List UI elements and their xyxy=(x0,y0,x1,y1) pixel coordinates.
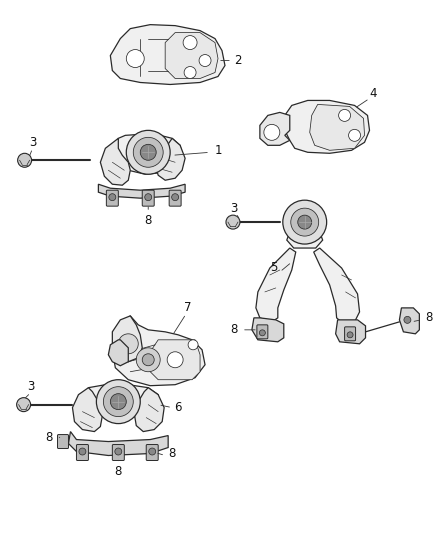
FancyBboxPatch shape xyxy=(106,190,118,206)
Circle shape xyxy=(96,379,140,424)
Polygon shape xyxy=(252,318,284,342)
Circle shape xyxy=(103,386,133,417)
Circle shape xyxy=(133,138,163,167)
Polygon shape xyxy=(285,100,370,154)
Text: 8: 8 xyxy=(145,214,152,227)
Polygon shape xyxy=(155,139,185,180)
FancyBboxPatch shape xyxy=(169,190,181,206)
Circle shape xyxy=(226,215,240,229)
Circle shape xyxy=(172,193,179,200)
FancyBboxPatch shape xyxy=(77,445,88,461)
Polygon shape xyxy=(100,139,130,185)
Circle shape xyxy=(136,348,160,372)
Text: 7: 7 xyxy=(184,301,192,314)
Circle shape xyxy=(199,54,211,67)
Circle shape xyxy=(184,67,196,78)
Polygon shape xyxy=(134,387,164,432)
Circle shape xyxy=(109,193,116,200)
Circle shape xyxy=(167,352,183,368)
Circle shape xyxy=(115,448,122,455)
Polygon shape xyxy=(287,228,323,248)
FancyBboxPatch shape xyxy=(112,445,124,461)
Text: 8: 8 xyxy=(115,465,122,478)
Polygon shape xyxy=(108,340,128,366)
Polygon shape xyxy=(115,134,182,174)
Circle shape xyxy=(347,332,353,338)
Text: 3: 3 xyxy=(27,380,34,393)
Text: 1: 1 xyxy=(214,144,222,157)
Text: 8: 8 xyxy=(230,324,238,336)
Circle shape xyxy=(298,215,312,229)
Text: 8: 8 xyxy=(426,311,433,325)
Circle shape xyxy=(126,131,170,174)
Polygon shape xyxy=(399,308,419,334)
Text: 6: 6 xyxy=(174,401,182,414)
Circle shape xyxy=(291,208,319,236)
Polygon shape xyxy=(165,33,218,78)
Circle shape xyxy=(140,144,156,160)
Text: 3: 3 xyxy=(29,136,36,149)
Polygon shape xyxy=(112,316,142,362)
Circle shape xyxy=(145,193,152,200)
FancyBboxPatch shape xyxy=(142,190,154,206)
FancyBboxPatch shape xyxy=(57,434,68,449)
Circle shape xyxy=(283,200,327,244)
Polygon shape xyxy=(150,340,200,379)
Circle shape xyxy=(118,334,138,354)
Circle shape xyxy=(149,448,155,455)
Text: 2: 2 xyxy=(234,54,242,67)
Circle shape xyxy=(126,50,144,68)
Circle shape xyxy=(339,109,350,122)
Circle shape xyxy=(142,354,154,366)
Polygon shape xyxy=(72,387,102,432)
FancyBboxPatch shape xyxy=(146,445,158,461)
FancyBboxPatch shape xyxy=(257,325,268,339)
Polygon shape xyxy=(314,248,360,324)
Polygon shape xyxy=(110,25,225,84)
Circle shape xyxy=(18,154,32,167)
Circle shape xyxy=(188,340,198,350)
Text: 8: 8 xyxy=(169,447,176,460)
Polygon shape xyxy=(112,316,205,386)
Polygon shape xyxy=(256,248,296,322)
Circle shape xyxy=(264,124,280,140)
Text: 3: 3 xyxy=(230,201,238,215)
FancyBboxPatch shape xyxy=(345,327,356,341)
Circle shape xyxy=(17,398,31,411)
Polygon shape xyxy=(310,104,364,150)
Circle shape xyxy=(349,130,360,141)
Circle shape xyxy=(110,394,126,410)
Polygon shape xyxy=(99,184,185,198)
Polygon shape xyxy=(88,385,158,417)
Circle shape xyxy=(183,36,197,50)
Text: 5: 5 xyxy=(270,262,278,274)
Polygon shape xyxy=(336,320,366,344)
Circle shape xyxy=(404,317,411,324)
Text: 8: 8 xyxy=(45,431,52,444)
Polygon shape xyxy=(68,432,168,456)
Text: 4: 4 xyxy=(370,87,377,100)
Polygon shape xyxy=(260,112,290,146)
Circle shape xyxy=(259,330,265,336)
Circle shape xyxy=(79,448,86,455)
